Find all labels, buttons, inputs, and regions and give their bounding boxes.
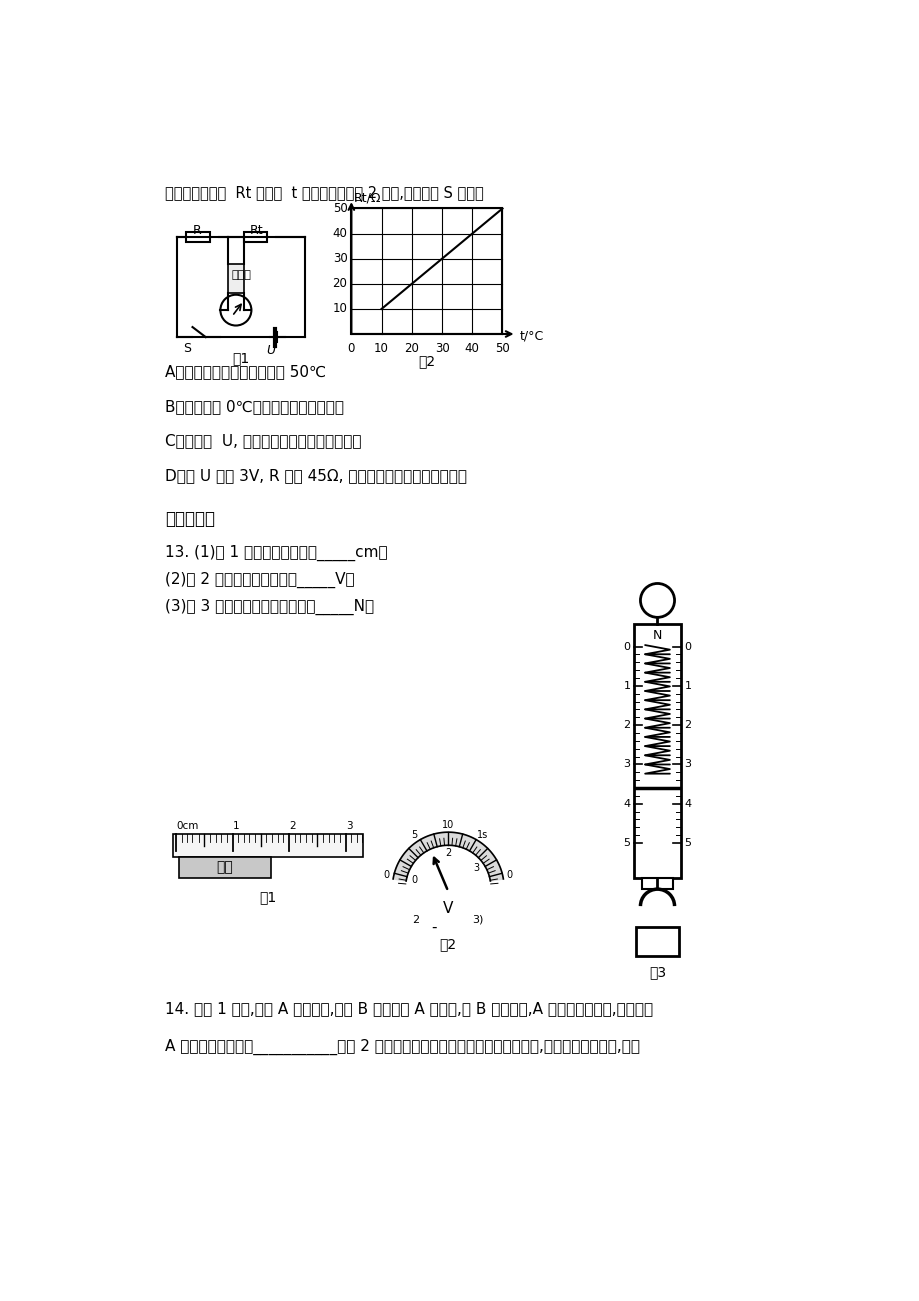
Text: 30: 30	[434, 342, 449, 355]
Text: 20: 20	[404, 342, 419, 355]
Text: 50: 50	[333, 202, 347, 215]
Text: t/°C: t/°C	[519, 329, 543, 342]
Text: 图2: 图2	[439, 938, 457, 951]
Text: 1: 1	[233, 821, 239, 831]
Text: 50: 50	[494, 342, 509, 355]
Text: U: U	[266, 343, 275, 356]
Text: A 管口处气体压强变___________。图 2 是探究影响液体内部压强因素的实验装置,将金属盒向下移动,观察: A 管口处气体压强变___________。图 2 是探究影响液体内部压强因素的…	[165, 1038, 640, 1055]
Text: 20: 20	[333, 277, 347, 290]
Bar	[186, 232, 210, 242]
Text: 2: 2	[412, 915, 419, 925]
Text: 3: 3	[684, 760, 691, 769]
Text: 30: 30	[333, 252, 347, 265]
Text: 10: 10	[442, 820, 454, 830]
Text: 2: 2	[622, 721, 630, 730]
Polygon shape	[392, 833, 503, 881]
Text: 二、填空题: 二、填空题	[165, 510, 215, 528]
Text: 40: 40	[333, 228, 347, 241]
Text: 1: 1	[623, 680, 630, 691]
Text: 0: 0	[347, 342, 355, 355]
Text: (3)图 3 中，弹簧测力计的示数为_____N。: (3)图 3 中，弹簧测力计的示数为_____N。	[165, 598, 374, 615]
Text: 10: 10	[333, 302, 347, 315]
Text: 0: 0	[411, 876, 416, 886]
Text: C．若增大  U, 电路可测量的最高温度将增大: C．若增大 U, 电路可测量的最高温度将增大	[165, 433, 361, 449]
Text: 1s: 1s	[476, 830, 488, 840]
Text: -: -	[431, 920, 437, 935]
Text: 热敏电阵的阻值  Rt 随温度  t 变化的关系如图 2 所示,则当开关 S 闭合后: 热敏电阵的阻值 Rt 随温度 t 变化的关系如图 2 所示,则当开关 S 闭合后	[165, 185, 483, 200]
Bar	[228, 264, 244, 293]
Bar	[351, 208, 502, 334]
Text: 图3: 图3	[648, 965, 665, 980]
Text: 13. (1)图 1 中，物块的长度为_____cm；: 13. (1)图 1 中，物块的长度为_____cm；	[165, 545, 388, 561]
Text: A．电路可测量的最高温度为 50℃: A．电路可测量的最高温度为 50℃	[165, 364, 326, 379]
Text: 0: 0	[383, 869, 390, 879]
Text: 3): 3)	[471, 915, 482, 925]
Text: R: R	[192, 224, 201, 237]
Text: 图2: 图2	[418, 354, 435, 368]
Text: Rt/Ω: Rt/Ω	[353, 191, 380, 204]
Bar	[633, 623, 680, 878]
Text: 3: 3	[346, 821, 352, 831]
Bar	[179, 857, 270, 878]
Text: 4: 4	[684, 799, 691, 809]
Text: 5: 5	[623, 838, 630, 848]
Text: B．温度表的 0℃应标在电压表零刻度处: B．温度表的 0℃应标在电压表零刻度处	[165, 398, 344, 414]
Bar	[173, 834, 363, 857]
Circle shape	[221, 295, 251, 325]
Text: 1: 1	[684, 680, 691, 691]
Text: 0cm: 0cm	[176, 821, 199, 831]
Text: D．若 U 增大 3V, R 增大 45Ω, 电路可测量的最高温度将增大: D．若 U 增大 3V, R 增大 45Ω, 电路可测量的最高温度将增大	[165, 468, 467, 483]
Text: Rt: Rt	[250, 224, 263, 237]
Text: 14. 如图 1 所示,吸管 A 插入杯中,吸管 B 管口贴在 A 管上端,往 B 管中吹气,A 管中水面将上升,这是因为: 14. 如图 1 所示,吸管 A 插入杯中,吸管 B 管口贴在 A 管上端,往 …	[165, 1002, 652, 1016]
Text: 图1: 图1	[259, 890, 276, 904]
Bar	[641, 878, 673, 889]
Bar	[635, 926, 678, 956]
Text: 3: 3	[623, 760, 630, 769]
Text: 0: 0	[684, 641, 691, 652]
Text: 图1: 图1	[233, 351, 249, 364]
Text: 0: 0	[623, 641, 630, 652]
Text: 3: 3	[473, 863, 480, 873]
Text: V: V	[443, 902, 453, 916]
Bar	[244, 232, 267, 242]
Text: S: S	[183, 342, 191, 355]
Text: 40: 40	[464, 342, 479, 355]
Text: 2: 2	[289, 821, 296, 831]
Text: 2: 2	[445, 848, 451, 857]
Text: 5: 5	[411, 830, 416, 840]
Text: N: N	[652, 628, 662, 641]
Text: 物块: 物块	[217, 860, 233, 874]
Text: (2)图 2 中，电压表的示数为_____V；: (2)图 2 中，电压表的示数为_____V；	[165, 572, 355, 588]
Text: 10: 10	[374, 342, 389, 355]
Text: 2: 2	[684, 721, 691, 730]
Text: 0: 0	[506, 869, 512, 879]
Text: 4: 4	[622, 799, 630, 809]
Text: 5: 5	[684, 838, 691, 848]
Text: 温度计: 温度计	[231, 271, 251, 280]
